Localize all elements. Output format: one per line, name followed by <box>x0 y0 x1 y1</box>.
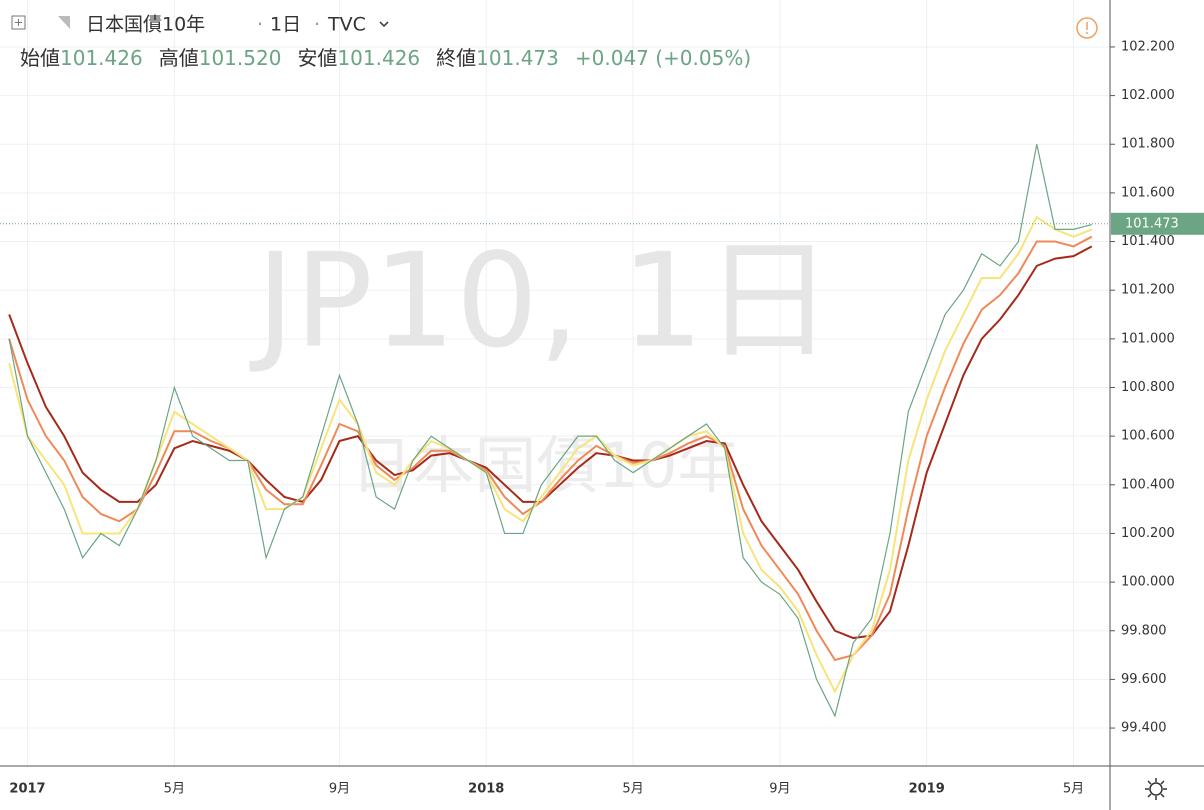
alert-icon[interactable] <box>1076 17 1098 39</box>
x-tick-label: 5月 <box>622 782 643 797</box>
ohlc-line: 始値101.426 高値101.520 安値101.426 終値101.473 +0.0… <box>20 46 751 70</box>
y-tick-label: 101.600 <box>1121 185 1175 200</box>
close-label: 終値 <box>436 46 476 70</box>
y-tick-label: 99.800 <box>1121 623 1167 638</box>
sep: · <box>257 14 263 36</box>
high-value: 101.520 <box>199 46 282 70</box>
add-icon-cross <box>15 19 22 26</box>
series-ma-fast <box>8 215 1093 694</box>
y-tick-label: 102.000 <box>1121 88 1175 103</box>
low-label: 安値 <box>297 46 337 70</box>
y-tick-label: 101.800 <box>1121 137 1175 152</box>
y-tick-label: 100.800 <box>1121 380 1175 395</box>
y-tick-label: 100.600 <box>1121 429 1175 444</box>
series-ma-mid <box>8 235 1093 662</box>
y-tick-label: 100.400 <box>1121 477 1175 492</box>
x-tick-label: 9月 <box>329 782 350 797</box>
x-tick-label: 2017 <box>9 782 45 797</box>
x-tick-label: 2018 <box>468 782 504 797</box>
close-value: 101.473 <box>476 46 559 70</box>
change: +0.047 (+0.05%) <box>575 46 751 70</box>
y-tick-label: 101.400 <box>1121 234 1175 249</box>
source[interactable]: TVC <box>327 14 366 36</box>
sep: · <box>314 14 320 36</box>
x-tick-label: 5月 <box>1063 782 1084 797</box>
gear <box>1149 782 1163 796</box>
add-icon[interactable] <box>11 15 26 30</box>
low-value: 101.426 <box>337 46 420 70</box>
y-tick-label: 100.200 <box>1121 526 1175 541</box>
gear-teeth <box>1145 778 1167 800</box>
y-tick-label: 102.200 <box>1121 39 1175 54</box>
y-tick-label: 101.200 <box>1121 283 1175 298</box>
settings-icon[interactable] <box>1145 778 1167 800</box>
x-tick-label: 5月 <box>164 782 185 797</box>
series-ma-slow <box>8 245 1093 640</box>
watermark: JP10, 1日 <box>249 225 834 377</box>
header: 日本国債10年 · 1日 · TVC 始値101.426 高値101.520 安値1… <box>11 14 1098 70</box>
last-price-label: 101.473 <box>1125 216 1179 231</box>
y-tick-label: 99.400 <box>1121 721 1167 736</box>
interval[interactable]: 1日 <box>270 14 301 36</box>
high-label: 高値 <box>159 46 199 70</box>
open-label: 始値 <box>20 46 60 70</box>
open-value: 101.426 <box>60 46 143 70</box>
symbol-title[interactable]: 日本国債10年 <box>86 14 205 36</box>
x-tick-label: 9月 <box>769 782 790 797</box>
flag-icon <box>58 16 70 29</box>
series-close <box>8 144 1092 718</box>
grid <box>0 0 1110 766</box>
last-price-box <box>1111 212 1204 235</box>
dropdown-icon[interactable] <box>379 21 389 28</box>
plot <box>8 144 1093 718</box>
x-tick-label: 2019 <box>909 782 945 797</box>
y-tick-label: 99.600 <box>1121 672 1167 687</box>
y-tick-label: 100.000 <box>1121 575 1175 590</box>
y-tick-label: 101.000 <box>1121 331 1175 346</box>
